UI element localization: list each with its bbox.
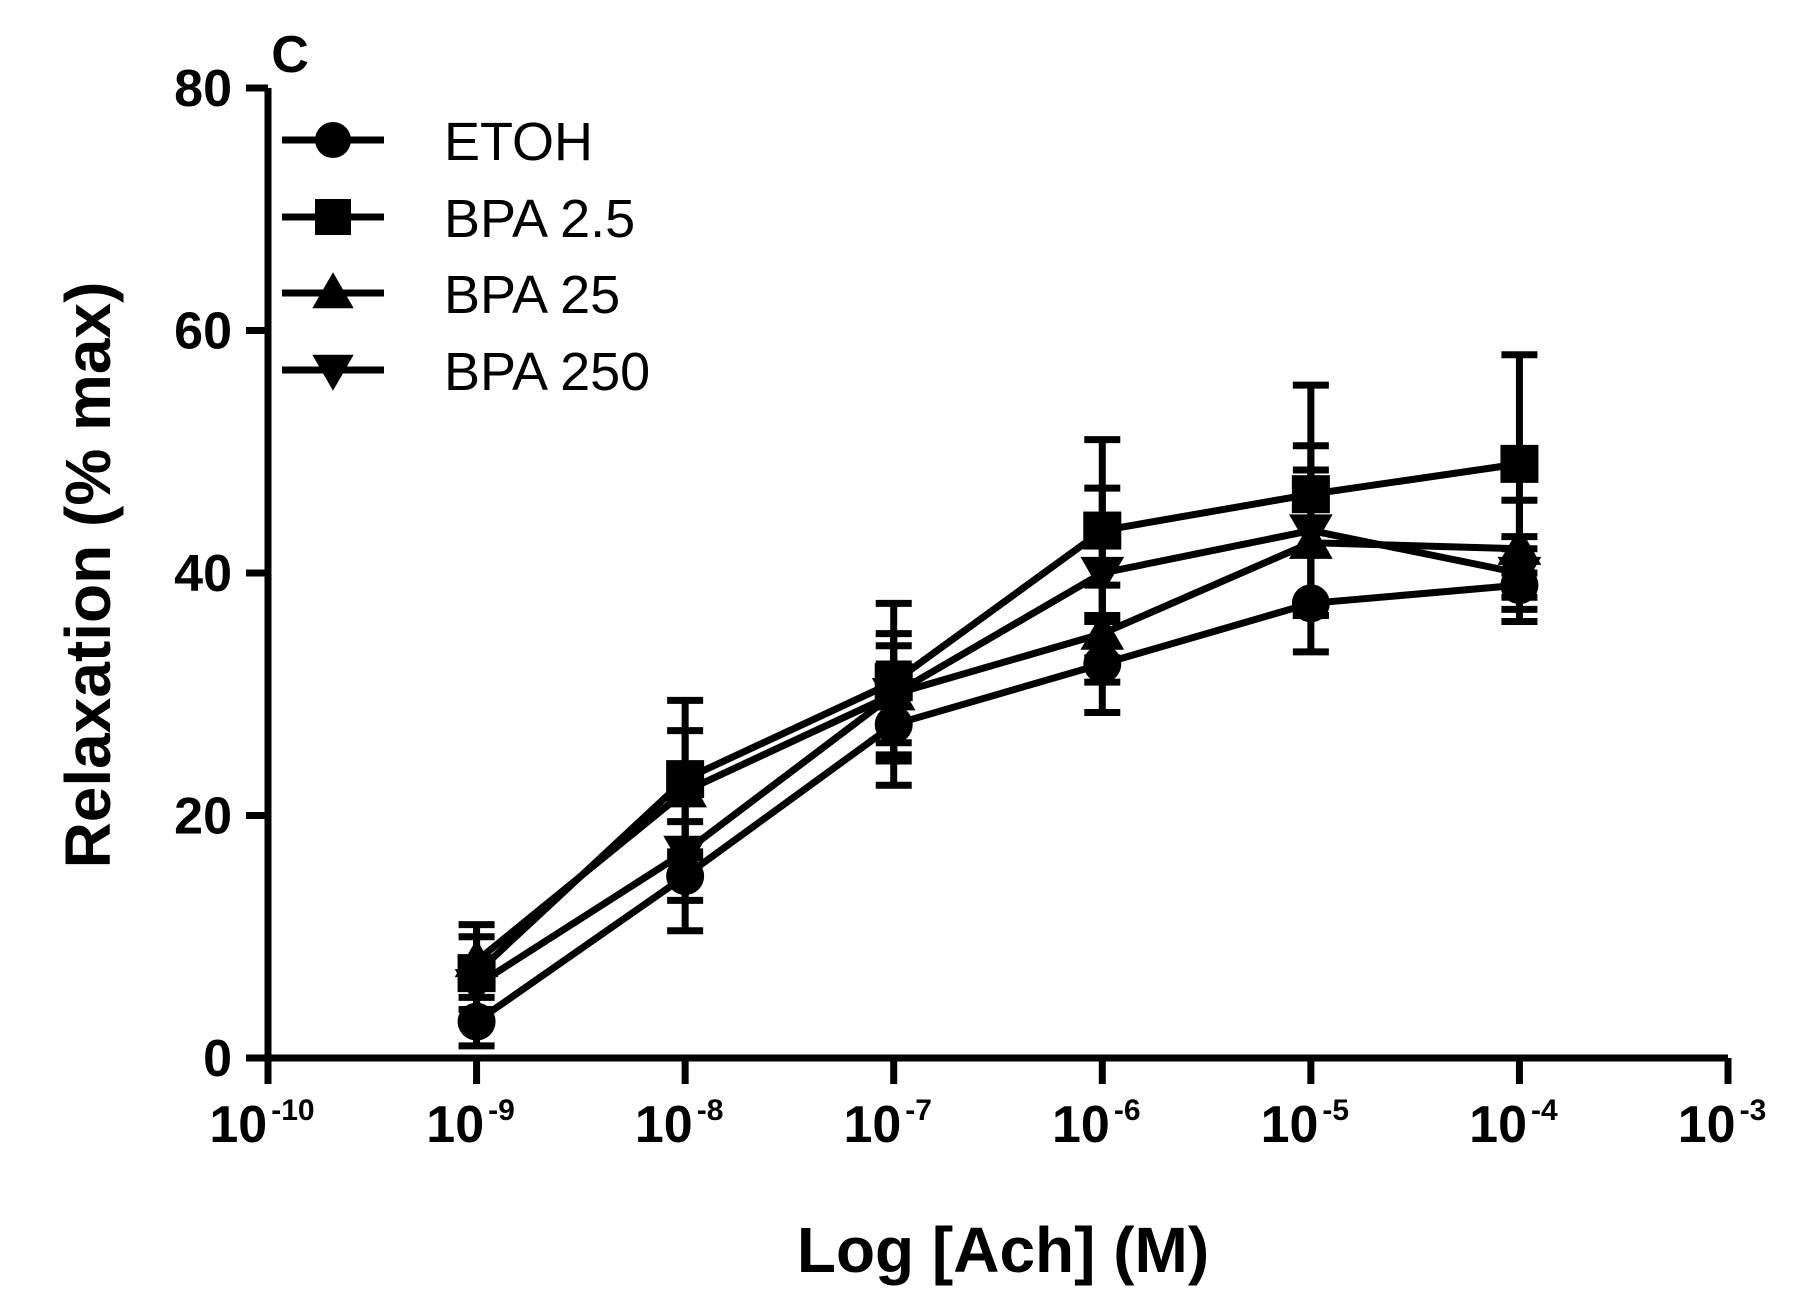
y-tick-label: 20: [174, 788, 232, 846]
panel-label: C: [271, 26, 309, 84]
y-axis-title: Relaxation (% max): [52, 282, 124, 869]
x-tick-label: 10 -3: [1678, 1094, 1767, 1154]
y-tick-label: 40: [174, 545, 232, 603]
data-point: [1500, 445, 1538, 483]
legend-label: BPA 250: [444, 342, 650, 402]
series-etoh: [458, 549, 1539, 1046]
legend-marker: [315, 199, 351, 235]
x-tick-label: 10 -8: [635, 1094, 724, 1154]
legend-item: BPA 250: [282, 342, 650, 402]
y-tick-label: 60: [174, 303, 232, 361]
series-line: [477, 585, 1520, 1022]
x-tick-label: 10 -5: [1261, 1094, 1350, 1154]
data-point: [1080, 557, 1124, 595]
x-axis-title: Log [Ach] (M): [797, 1214, 1209, 1286]
legend-item: BPA 25: [282, 265, 620, 325]
y-tick-label: 0: [203, 1030, 232, 1088]
y-tick-label: 80: [174, 60, 232, 118]
legend-label: ETOH: [444, 112, 593, 172]
legend-label: BPA 25: [444, 265, 620, 325]
legend-marker: [315, 122, 351, 158]
legend-item: ETOH: [282, 112, 593, 172]
x-tick-label: 10 -10: [209, 1094, 314, 1154]
series-layer: [455, 355, 1542, 1046]
x-tick-label: 10 -9: [426, 1094, 515, 1154]
legend-item: BPA 2.5: [282, 189, 635, 249]
legend-label: BPA 2.5: [444, 189, 635, 249]
x-tick-label: 10 -7: [843, 1094, 932, 1154]
x-tick-label: 10 -4: [1469, 1094, 1558, 1154]
legend: ETOH BPA 2.5 BPA 25 BPA 250: [282, 112, 650, 402]
x-tick-label: 10 -6: [1052, 1094, 1141, 1154]
